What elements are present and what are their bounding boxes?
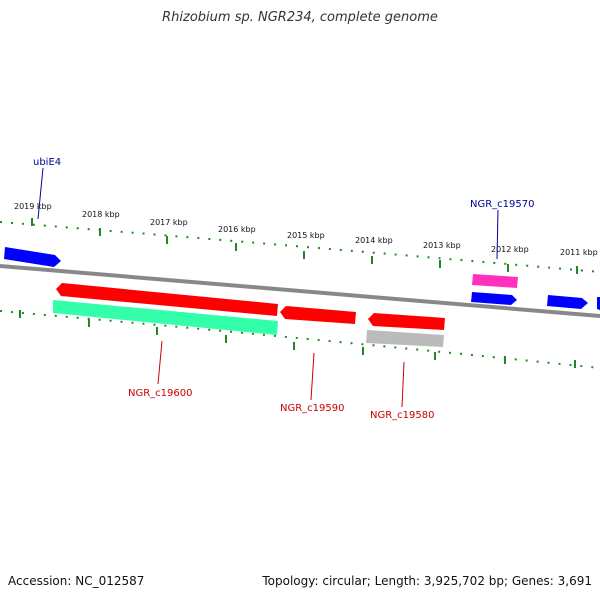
inner-ruler [0, 310, 600, 369]
gene-label-c19580[interactable]: NGR_c19580 [370, 410, 435, 421]
gene-label-c19590[interactable]: NGR_c19590 [280, 403, 345, 414]
rna-feature[interactable] [472, 274, 518, 288]
inner-ruler-ticks [19, 310, 576, 368]
kbp-label: 2013 kbp [423, 241, 461, 250]
gene-label-c19570[interactable]: NGR_c19570 [470, 199, 535, 210]
kbp-label: 2017 kbp [150, 218, 188, 227]
accession-text: Accession: NC_012587 [8, 574, 145, 588]
gene-arrow-c19580[interactable] [368, 313, 445, 330]
kbp-label: 2012 kbp [491, 245, 529, 254]
genome-backbone [0, 264, 600, 318]
gene-label-c19600[interactable]: NGR_c19600 [128, 388, 193, 399]
kbp-label: 2016 kbp [218, 225, 256, 234]
gene-arrow-blue[interactable] [547, 295, 588, 309]
kbp-label: 2015 kbp [287, 231, 325, 240]
genome-summary-text: Topology: circular; Length: 3,925,702 bp… [262, 574, 592, 588]
kbp-label: 2014 kbp [355, 236, 393, 245]
genome-title: Rhizobium sp. NGR234, complete genome [162, 10, 438, 25]
label-leaders [37, 167, 499, 408]
gene-feature-c19600[interactable] [53, 300, 278, 335]
kbp-label: 2011 kbp [560, 248, 598, 257]
kbp-label: 2018 kbp [82, 210, 120, 219]
gene-arrow-c19600[interactable] [56, 283, 278, 316]
outer-ruler-ticks [31, 218, 578, 274]
gene-label-ubiE4[interactable]: ubiE4 [33, 157, 61, 168]
gene-arrow-blue[interactable] [471, 292, 517, 305]
gene-arrow-c19590[interactable] [280, 306, 356, 324]
kbp-label: 2019 kbp [14, 202, 52, 211]
gene-arrow-ubiE4[interactable] [4, 247, 61, 267]
gene-arrow-blue[interactable] [597, 297, 600, 310]
pseudo-feature[interactable] [366, 330, 444, 347]
outer-ruler [0, 221, 600, 273]
